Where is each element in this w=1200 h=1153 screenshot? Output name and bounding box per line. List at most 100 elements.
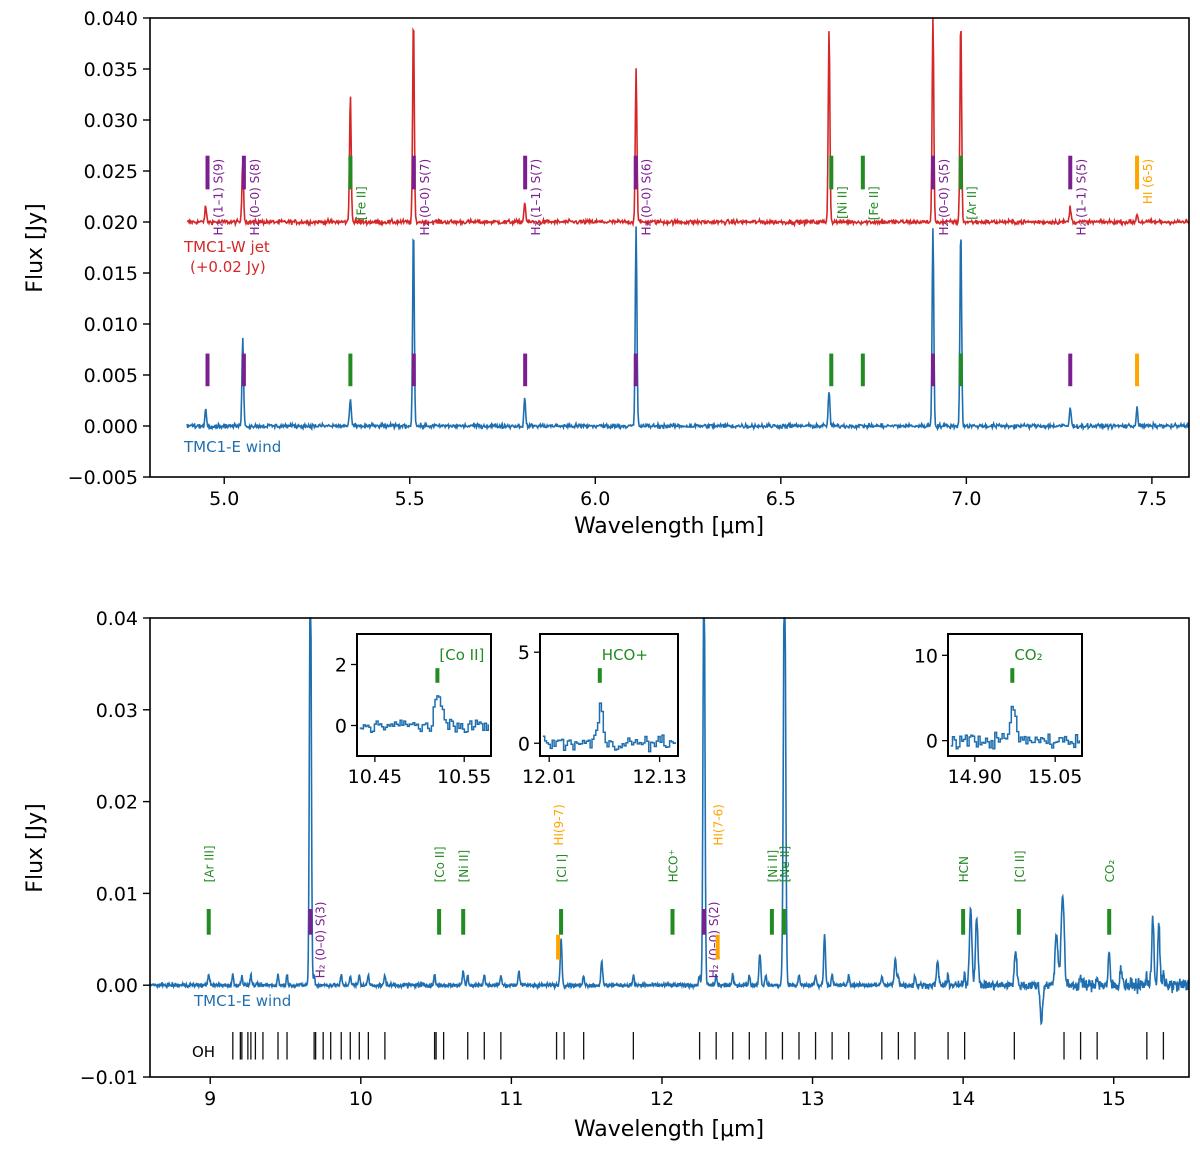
top-x-tick-label: 5.0	[209, 488, 239, 510]
inset-line-marker	[435, 668, 440, 683]
bottom-line-marker	[769, 909, 774, 935]
bottom-line-marker	[559, 909, 564, 935]
bottom-line-annotation: H₂ (0–0) S(3)	[313, 902, 327, 979]
top-y-tick-label: 0.005	[84, 365, 138, 387]
bottom-x-tick-label: 9	[204, 1088, 216, 1110]
inset-x-tick-label: 12.01	[522, 766, 576, 788]
top-spectra	[186, 17, 1190, 432]
bottom-y-tick-label: 0.03	[96, 700, 138, 722]
oh-label: OH	[192, 1043, 215, 1061]
inset-x-tick-label: 12.13	[632, 766, 686, 788]
inset-line-label: [Co II]	[439, 646, 484, 664]
inset-1: [Co II] 10.45 10.55 0 2	[335, 633, 492, 788]
top-y-tick-label: 0.020	[84, 212, 138, 234]
inset-y-tick-label: 2	[335, 655, 347, 677]
bottom-line-annotation: HCN	[957, 856, 971, 882]
inset-line-label: HCO+	[602, 646, 648, 664]
top-y-tick-label: −0.005	[68, 467, 138, 489]
bottom-spectra	[149, 617, 1190, 1026]
inset-line-marker	[597, 668, 602, 683]
top-wind-line-marker	[1135, 353, 1140, 387]
inset-x-tick-label: 15.05	[1028, 766, 1082, 788]
bottom-line-marker	[1016, 909, 1021, 935]
bottom-line-marker	[961, 909, 966, 935]
top-jet-line-marker	[829, 155, 834, 190]
top-y-tick-label: 0.010	[84, 314, 138, 336]
bottom-line-marker	[781, 909, 786, 935]
bottom-line-annotation: [Co II]	[433, 846, 447, 882]
top-panel: H₂ (1–1) S(9) H₂ (0–0) S(8) [Fe II] H₂ (0–0…	[23, 8, 1190, 539]
top-y-tick-label: 0.025	[84, 161, 138, 183]
top-y-tick-label: 0.015	[84, 263, 138, 285]
top-jet-line-marker	[633, 155, 638, 190]
bottom-line-marker	[437, 909, 442, 935]
top-line-annotation: H₂ (0–0) S(8)	[248, 159, 262, 236]
inset-line-marker	[1010, 668, 1015, 683]
bottom-x-tick-label: 11	[499, 1088, 523, 1110]
top-line-annotation: [Fe II]	[867, 186, 881, 220]
inset-spectrum-line	[359, 695, 490, 734]
top-line-annotation: HI (6-5)	[1141, 159, 1155, 204]
top-wind-line-marker	[523, 353, 528, 387]
inset-y-tick-label: 10	[914, 645, 938, 667]
top-wind-line-marker	[241, 353, 246, 387]
top-line-annotation: H₂ (1–1) S(7)	[529, 159, 543, 236]
bottom-line-marker	[556, 934, 561, 960]
bottom-line-annotation: [Ne II]	[778, 846, 792, 883]
top-jet-line-marker	[860, 155, 865, 190]
top-line-annotation: [Fe II]	[354, 186, 368, 220]
bottom-y-tick-label: 0.04	[96, 608, 138, 630]
bottom-y-tick-label: 0.02	[96, 792, 138, 814]
top-wind-line-marker	[633, 353, 638, 387]
top-line-annotation: H₂ (0–0) S(7)	[418, 159, 432, 236]
bottom-y-tick-label: −0.01	[80, 1067, 138, 1089]
top-wind-line-marker	[930, 353, 935, 387]
inset-background	[540, 634, 678, 756]
inset-y-tick-label: 0	[335, 716, 347, 738]
top-x-ticks: 5.0 5.5 6.0 6.5 7.0 7.5	[209, 477, 1167, 510]
top-x-tick-label: 7.5	[1137, 488, 1167, 510]
bottom-line-annotation: HI(9-7)	[552, 804, 566, 846]
bottom-markers: [Ar III] H₂ (0–0) S(3) [Co II] [Ni II] HI(9-…	[203, 804, 1117, 978]
wind-series-label-top: TMC1-E wind	[183, 438, 281, 456]
bottom-plot-frame	[149, 617, 1190, 1078]
inset-2: HCO+ 12.01 12.13 0 5	[518, 633, 687, 788]
bottom-x-tick-label: 12	[650, 1088, 674, 1110]
top-x-tick-label: 5.5	[395, 488, 425, 510]
inset-spectrum-line	[950, 705, 1081, 750]
top-jet-line-marker	[958, 155, 963, 190]
inset-y-tick-label: 0	[518, 733, 530, 755]
bottom-line-annotation: [Ni II]	[766, 850, 780, 883]
jet-spectrum-line	[186, 17, 1190, 228]
wind-spectrum-line	[186, 226, 1190, 432]
bottom-y-tick-label: 0.01	[96, 883, 138, 905]
inset-frame	[947, 633, 1083, 757]
top-y-ticks: −0.005 0.000 0.005 0.010 0.015 0.020 0.025 0.03…	[68, 8, 150, 489]
inset-x-tick-label: 10.45	[348, 766, 402, 788]
wind-series-label-bottom: TMC1-E wind	[193, 992, 291, 1010]
bottom-line-annotation: [Ar III]	[203, 845, 217, 882]
top-x-tick-label: 6.0	[580, 488, 610, 510]
bottom-y-ticks: −0.01 0.00 0.01 0.02 0.03 0.04	[80, 608, 150, 1089]
bottom-x-tick-label: 14	[951, 1088, 975, 1110]
inset-x-tick-label: 10.55	[437, 766, 491, 788]
bottom-line-annotation: [Cl II]	[1013, 850, 1027, 882]
inset-frame	[539, 633, 679, 757]
jet-offset-note: (+0.02 Jy)	[190, 258, 266, 276]
inset-spectrum-line	[542, 702, 676, 753]
inset-y-tick-label: 0	[926, 731, 938, 753]
top-wind-line-marker	[958, 353, 963, 387]
inset-background	[357, 634, 491, 756]
top-jet-line-marker	[241, 155, 246, 190]
bottom-y-axis-title: Flux [Jy]	[23, 803, 48, 892]
top-jet-line-marker	[205, 155, 210, 190]
bottom-panel: [Ar III] H₂ (0–0) S(3) [Co II] [Ni II] HI(9-…	[23, 608, 1190, 1142]
top-jet-line-marker	[348, 155, 353, 190]
top-wind-line-marker	[860, 353, 865, 387]
bottom-line-marker	[1107, 909, 1112, 935]
top-jet-line-marker	[523, 155, 528, 190]
bottom-line-marker	[308, 909, 313, 935]
top-line-annotation: H₂ (1–1) S(5)	[1074, 159, 1088, 236]
top-line-annotation: H₂ (1–1) S(9)	[212, 159, 226, 236]
